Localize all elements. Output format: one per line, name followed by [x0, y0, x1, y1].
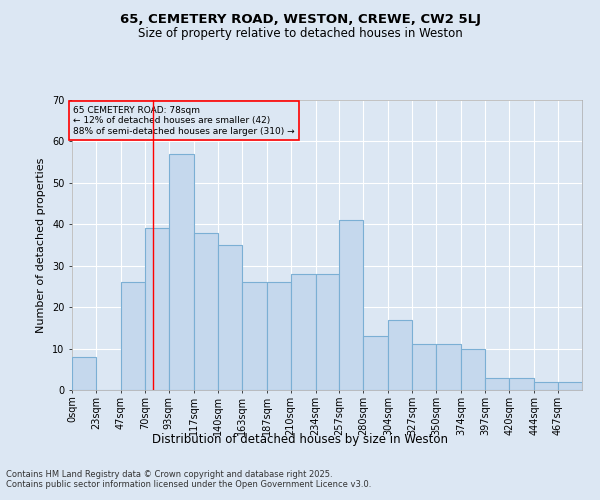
Bar	[412, 344, 436, 390]
Bar	[364, 336, 388, 390]
Bar	[509, 378, 534, 390]
Bar	[218, 245, 242, 390]
Text: Contains public sector information licensed under the Open Government Licence v3: Contains public sector information licen…	[6, 480, 371, 489]
Bar	[485, 378, 509, 390]
Bar	[72, 357, 96, 390]
Bar	[534, 382, 558, 390]
Bar	[461, 348, 485, 390]
Text: Size of property relative to detached houses in Weston: Size of property relative to detached ho…	[137, 28, 463, 40]
Text: Distribution of detached houses by size in Weston: Distribution of detached houses by size …	[152, 432, 448, 446]
Text: 65, CEMETERY ROAD, WESTON, CREWE, CW2 5LJ: 65, CEMETERY ROAD, WESTON, CREWE, CW2 5L…	[119, 12, 481, 26]
Y-axis label: Number of detached properties: Number of detached properties	[37, 158, 46, 332]
Text: Contains HM Land Registry data © Crown copyright and database right 2025.: Contains HM Land Registry data © Crown c…	[6, 470, 332, 479]
Bar	[340, 220, 364, 390]
Bar	[316, 274, 340, 390]
Bar	[558, 382, 582, 390]
Bar	[290, 274, 316, 390]
Bar	[242, 282, 266, 390]
Bar	[169, 154, 194, 390]
Bar	[388, 320, 412, 390]
Bar	[121, 282, 145, 390]
Bar	[436, 344, 461, 390]
Text: 65 CEMETERY ROAD: 78sqm
← 12% of detached houses are smaller (42)
88% of semi-de: 65 CEMETERY ROAD: 78sqm ← 12% of detache…	[73, 106, 295, 136]
Bar	[145, 228, 169, 390]
Bar	[194, 232, 218, 390]
Bar	[266, 282, 290, 390]
